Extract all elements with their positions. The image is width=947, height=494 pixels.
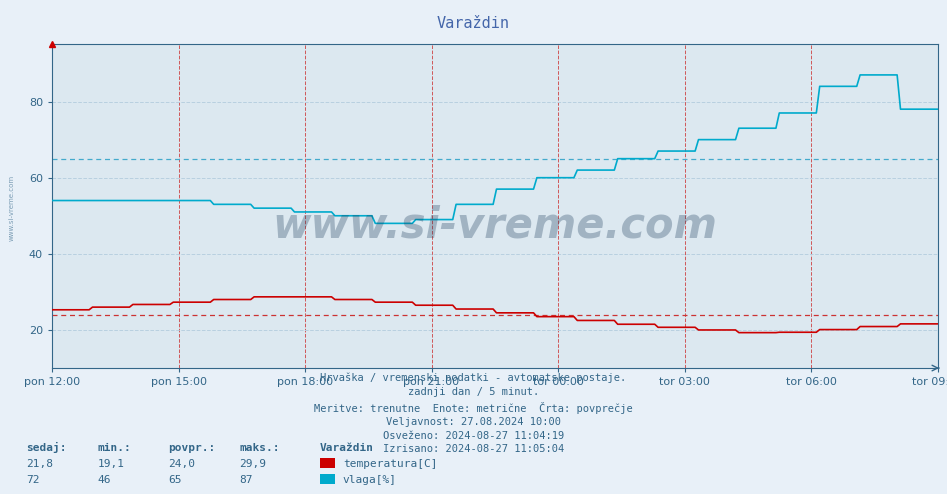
Text: vlaga[%]: vlaga[%] xyxy=(343,475,397,485)
Text: 65: 65 xyxy=(169,475,182,485)
Text: Varaždin: Varaždin xyxy=(320,443,374,453)
Text: temperatura[C]: temperatura[C] xyxy=(343,459,438,469)
Text: 87: 87 xyxy=(240,475,253,485)
Text: maks.:: maks.: xyxy=(240,443,280,453)
Text: 24,0: 24,0 xyxy=(169,459,196,469)
Text: sedaj:: sedaj: xyxy=(27,442,67,453)
Text: 21,8: 21,8 xyxy=(27,459,54,469)
Text: 29,9: 29,9 xyxy=(240,459,267,469)
Text: 19,1: 19,1 xyxy=(98,459,125,469)
Text: www.si-vreme.com: www.si-vreme.com xyxy=(273,205,717,247)
Text: min.:: min.: xyxy=(98,443,132,453)
Text: Varaždin: Varaždin xyxy=(437,16,510,31)
Text: www.si-vreme.com: www.si-vreme.com xyxy=(9,174,14,241)
Text: povpr.:: povpr.: xyxy=(169,443,216,453)
Text: Hrvaška / vremenski podatki - avtomatske postaje.
zadnji dan / 5 minut.
Meritve:: Hrvaška / vremenski podatki - avtomatske… xyxy=(314,373,633,454)
Text: 46: 46 xyxy=(98,475,111,485)
Text: 72: 72 xyxy=(27,475,40,485)
